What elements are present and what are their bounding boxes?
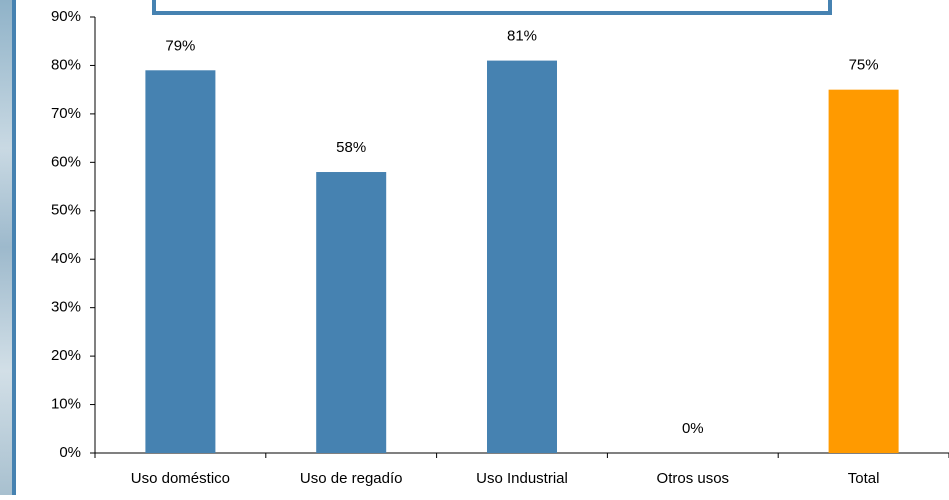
y-tick-label: 10% [51,396,81,413]
x-tick-label: Uso de regadío [300,470,403,487]
y-tick-label: 90% [51,8,81,25]
y-tick-label: 50% [51,202,81,219]
y-tick-label: 0% [59,444,81,461]
y-tick-label: 40% [51,250,81,267]
y-tick-label: 60% [51,153,81,170]
x-tick-label: Total [848,470,880,487]
title-box [152,0,832,15]
y-tick-label: 20% [51,347,81,364]
bar [828,89,899,454]
y-tick-label: 30% [51,299,81,316]
value-label: 81% [507,28,537,45]
x-tick-label: Uso doméstico [131,470,230,487]
y-tick-label: 70% [51,105,81,122]
side-border [12,0,16,495]
y-tick-label: 80% [51,56,81,73]
value-label: 75% [849,57,879,74]
bar [487,60,557,453]
bar [316,172,387,453]
background-strip [0,0,12,495]
value-label: 79% [165,37,195,54]
value-label: 58% [336,139,366,156]
bar [145,70,216,454]
x-tick-label: Otros usos [657,470,730,487]
value-label: 0% [682,420,704,437]
x-tick-label: Uso Industrial [476,470,568,487]
